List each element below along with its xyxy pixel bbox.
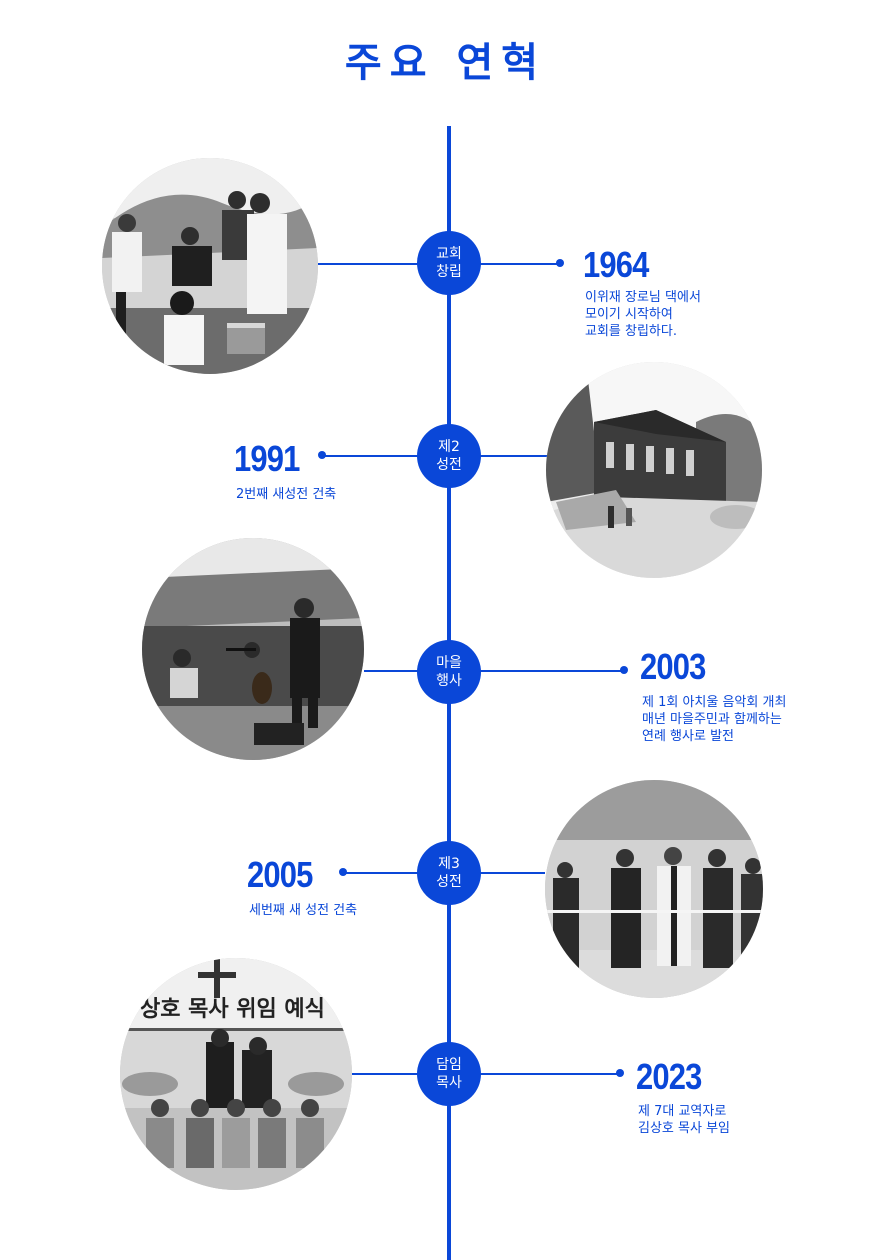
connector-dot [318,451,326,459]
description-line: 교회를 창립하다. [585,324,677,339]
node-label-line1: 제3 [438,856,460,872]
photo-outdoor-concert [142,538,364,760]
timeline-node-third-sanctuary: 제3 성전 [417,841,481,905]
connector-line [364,670,626,672]
description-line: 연례 행사로 발전 [642,729,734,744]
timeline-node-founding: 교회 창립 [417,231,481,295]
node-label-line2: 성전 [436,457,462,473]
connector-dot [616,1069,624,1077]
year-label: 2023 [636,1056,702,1097]
description-line: 제 7대 교역자로 [638,1104,727,1119]
description-line: 제 1회 아치울 음악회 개최 [642,695,787,710]
photo-outdoor-gathering [102,158,318,374]
year-label: 1964 [583,244,649,285]
photo-brick-church [546,362,762,578]
event-description: 이위재 장로님 댁에서 모이기 시작하여 교회를 창립하다. [585,289,701,340]
node-label-line2: 행사 [436,673,462,689]
node-label-line2: 성전 [436,874,462,890]
page-title: 주요 연혁 [344,40,547,86]
description-line: 매년 마을주민과 함께하는 [642,712,782,727]
connector-dot [556,259,564,267]
node-label-line1: 교회 [436,246,462,262]
node-label-line1: 담임 [436,1057,462,1073]
node-label-line1: 마을 [436,655,462,671]
timeline-node-senior-pastor: 담임 목사 [417,1042,481,1106]
node-label-line2: 창립 [436,264,462,280]
year-label: 2005 [247,854,313,895]
connector-dot [339,868,347,876]
event-description: 제 7대 교역자로 김상호 목사 부임 [638,1103,730,1137]
event-description: 세번째 새 성전 건축 [249,902,357,919]
description-line: 2번째 새성전 건축 [236,487,337,502]
timeline-node-second-sanctuary: 제2 성전 [417,424,481,488]
year-label: 2003 [640,646,706,687]
connector-line [352,1073,622,1075]
description-line: 이위재 장로님 댁에서 [585,290,701,305]
event-description: 2번째 새성전 건축 [236,486,336,503]
timeline-node-village-event: 마을 행사 [417,640,481,704]
year-label: 1991 [234,438,300,479]
event-description: 제 1회 아치울 음악회 개최 매년 마을주민과 함께하는 연례 행사로 발전 [642,694,786,745]
description-line: 김상호 목사 부임 [638,1121,730,1136]
photo-installation-service: 상호 목사 위임 예식 [120,958,352,1190]
connector-dot [620,666,628,674]
description-line: 모이기 시작하여 [585,307,673,322]
banner-text: 상호 목사 위임 예식 [140,997,325,1022]
node-label-line1: 제2 [438,439,460,455]
description-line: 세번째 새 성전 건축 [249,903,358,918]
node-label-line2: 목사 [436,1075,462,1091]
photo-ribbon-cutting [545,780,763,998]
